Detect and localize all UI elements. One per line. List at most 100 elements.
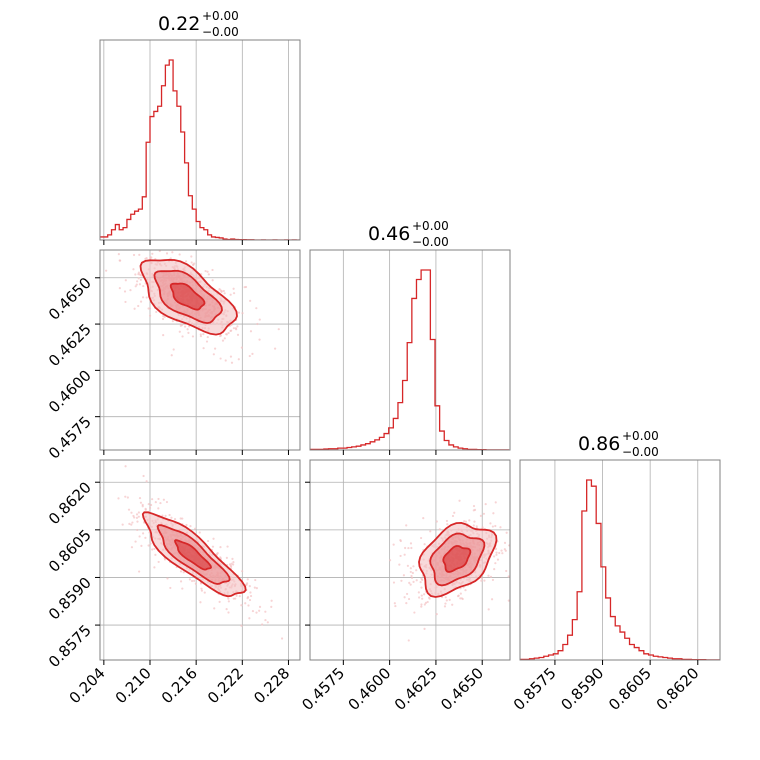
title-diag-2-base: 0.86 <box>578 433 620 455</box>
scatter-point <box>473 520 476 523</box>
scatter-point <box>229 329 232 333</box>
scatter-point <box>145 480 148 483</box>
scatter-point <box>240 346 243 349</box>
scatter-point <box>393 602 396 605</box>
scatter-point <box>124 279 127 282</box>
scatter-point <box>128 522 131 525</box>
scatter-point <box>229 293 232 296</box>
scatter-point <box>426 600 429 604</box>
contour-level-2 <box>169 282 206 311</box>
scatter-point <box>139 300 143 303</box>
scatter-point <box>464 520 467 523</box>
x-tick-label-2: 0.8605 <box>605 664 655 714</box>
scatter-point <box>137 511 140 514</box>
scatter-point <box>216 552 219 555</box>
scatter-point <box>150 503 153 507</box>
scatter-point <box>249 330 253 333</box>
x-tick-label-0: 0.8575 <box>510 664 560 714</box>
scatter-point <box>411 571 414 575</box>
scatter-point <box>511 558 513 560</box>
scatter-point <box>392 543 395 546</box>
y-tick-label-1: 0.4600 <box>45 366 95 416</box>
scatter-point <box>148 314 152 317</box>
scatter-point <box>199 601 202 604</box>
panel-diag-1 <box>309 249 511 455</box>
scatter-point <box>421 597 424 600</box>
scatter-point <box>227 600 230 603</box>
scatter-point <box>429 530 432 533</box>
x-tick-label-1: 0.8590 <box>558 664 608 714</box>
scatter-point <box>194 582 197 585</box>
scatter-point <box>141 532 145 535</box>
scatter-point <box>171 320 174 323</box>
title-diag-0-minus: −0.00 <box>202 25 239 39</box>
scatter-point <box>225 333 228 336</box>
scatter-point <box>493 555 496 558</box>
scatter-point <box>448 598 451 602</box>
scatter-point <box>514 529 516 531</box>
scatter-point <box>248 617 251 620</box>
x-tick-label-1: 0.4600 <box>345 664 395 714</box>
scatter-point <box>255 611 258 614</box>
scatter-point <box>420 586 423 589</box>
title-diag-2-plus: +0.00 <box>622 429 659 443</box>
scatter-point <box>415 569 418 572</box>
scatter-point <box>173 518 177 521</box>
scatter-point <box>451 603 454 606</box>
scatter-point <box>424 601 428 604</box>
plot-area-diag-0 <box>100 40 300 240</box>
scatter-point <box>199 335 203 338</box>
scatter-point <box>124 495 127 498</box>
scatter-point <box>207 273 210 276</box>
scatter-point <box>405 524 408 527</box>
scatter-point <box>464 589 467 592</box>
scatter-point <box>130 523 133 526</box>
scatter-point <box>137 515 140 518</box>
scatter-point <box>410 574 413 578</box>
scatter-point <box>389 559 392 562</box>
scatter-point <box>203 591 206 594</box>
scatter-point <box>190 579 194 583</box>
scatter-point <box>412 565 415 568</box>
scatter-point <box>258 609 261 612</box>
scatter-point <box>187 331 190 334</box>
scatter-point <box>236 325 239 328</box>
scatter-point <box>490 598 494 601</box>
title-diag-0-base: 0.22 <box>158 13 200 35</box>
scatter-point <box>162 334 165 337</box>
scatter-point <box>135 516 139 519</box>
scatter-point <box>178 253 181 256</box>
scatter-point <box>141 505 144 508</box>
y-tick-label-0: 0.4575 <box>45 413 95 463</box>
scatter-point <box>261 623 264 626</box>
scatter-point <box>487 574 490 577</box>
scatter-point <box>247 604 250 607</box>
scatter-point <box>468 519 471 522</box>
scatter-point <box>428 597 431 600</box>
scatter-point <box>171 237 173 239</box>
scatter-point <box>405 602 408 605</box>
scatter-point <box>118 286 121 290</box>
scatter-point <box>226 545 229 548</box>
scatter-point <box>526 546 528 548</box>
scatter-point <box>169 586 172 590</box>
scatter-point <box>498 551 501 555</box>
scatter-point <box>171 251 174 254</box>
scatter-point <box>168 513 171 517</box>
scatter-point <box>273 347 277 350</box>
hist-step-diag-2 <box>520 479 720 660</box>
scatter-point <box>206 335 209 339</box>
scatter-point <box>266 621 269 624</box>
scatter-point <box>190 255 193 258</box>
scatter-point <box>225 608 228 611</box>
scatter-point <box>394 604 397 608</box>
scatter-point <box>211 268 214 272</box>
scatter-point <box>144 508 147 511</box>
title-diag-2-minus: −0.00 <box>622 445 659 459</box>
plot-area-pair-1-0 <box>100 237 300 450</box>
scatter-point <box>202 333 205 336</box>
scatter-point <box>435 612 438 616</box>
title-diag-1-base: 0.46 <box>368 223 410 245</box>
scatter-point <box>487 608 490 611</box>
scatter-point <box>148 307 152 310</box>
